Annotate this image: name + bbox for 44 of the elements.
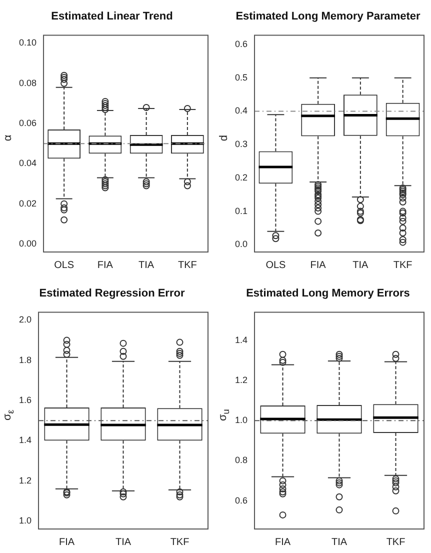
y-tick-label: 0.2	[234, 172, 248, 182]
x-tick-label: TKF	[178, 260, 197, 271]
x-tick-label: TKF	[170, 536, 190, 548]
y-tick-label: 0.6	[234, 495, 248, 506]
y-tick-label: 0.0	[234, 239, 248, 250]
y-tick-label: 0.3	[234, 139, 248, 150]
y-tick-label: 0.02	[18, 198, 37, 208]
y-tick-label: 0.04	[18, 158, 37, 168]
y-axis-title: d	[218, 134, 230, 142]
y-tick-label: 1.4	[18, 435, 32, 446]
y-tick-label: 2.0	[18, 314, 32, 325]
y-tick-label: 1.4	[234, 334, 248, 345]
y-tick-label: 0.06	[18, 118, 37, 128]
y-tick-label: 0.1	[234, 206, 248, 216]
x-tick-label: FIA	[97, 260, 114, 271]
y-tick-label: 1.8	[18, 354, 32, 365]
x-tick-label: FIA	[274, 536, 291, 548]
y-tick-label: 1.2	[234, 374, 248, 385]
x-tick-label: FIA	[310, 260, 326, 271]
chart-title: Estimated Long Memory Errors	[246, 288, 410, 300]
x-tick-label: FIA	[58, 536, 75, 548]
x-tick-label: TIA	[331, 536, 348, 548]
chart-title: Estimated Regression Error	[39, 288, 186, 300]
x-tick-label: OLS	[54, 260, 74, 271]
x-tick-label: OLS	[266, 260, 286, 271]
y-tick-label: 0.6	[234, 39, 248, 50]
chart-title: Estimated Long Memory Parameter	[236, 10, 422, 23]
x-tick-label: TIA	[115, 536, 132, 548]
chart-title: Estimated Linear Trend	[51, 10, 173, 23]
x-tick-label: TIA	[352, 260, 369, 271]
y-tick-label: 0.10	[18, 38, 37, 48]
y-tick-label: 0.08	[18, 78, 37, 88]
x-tick-label: TIA	[138, 260, 154, 271]
y-tick-label: 1.0	[18, 515, 32, 526]
y-tick-label: 0.5	[234, 72, 248, 82]
y-tick-label: 1.0	[234, 415, 248, 426]
y-tick-label: 0.00	[18, 238, 37, 248]
y-tick-label: 0.8	[234, 455, 248, 466]
y-axis-title: α	[2, 134, 14, 142]
y-tick-label: 1.2	[18, 475, 32, 486]
y-tick-label: 0.4	[234, 106, 248, 116]
y-tick-label: 1.6	[18, 395, 32, 406]
x-tick-label: TKF	[386, 536, 406, 548]
x-tick-label: TKF	[393, 260, 412, 271]
